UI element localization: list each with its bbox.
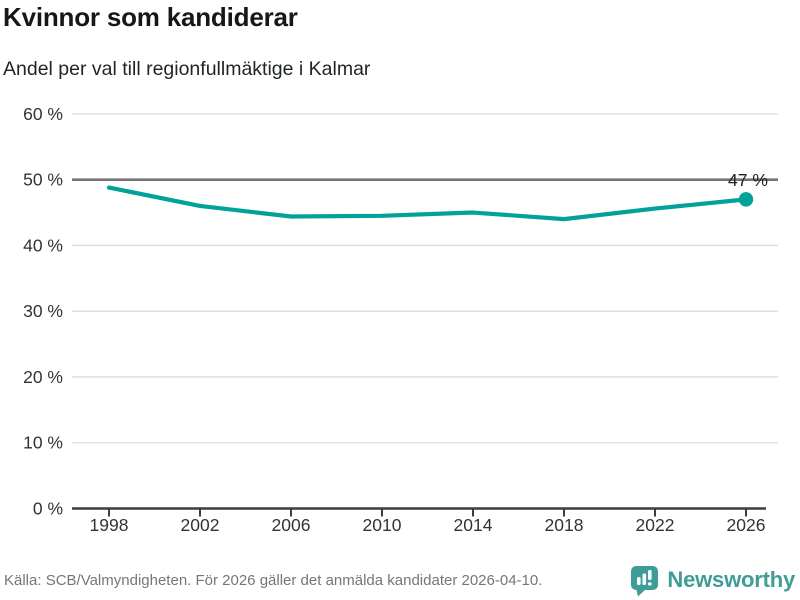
y-tick-label: 30 % bbox=[23, 301, 63, 321]
line-chart: 1998 2002 2006 2010 2014 2018 2022 2026 0 % 10 % 2… bbox=[23, 104, 778, 535]
y-tick-label: 20 % bbox=[23, 367, 63, 387]
y-tick-label: 50 % bbox=[23, 170, 63, 190]
newsworthy-logo-icon bbox=[631, 565, 659, 596]
footer: Källa: SCB/Valmyndigheten. För 2026 gäll… bbox=[0, 560, 800, 600]
x-tick-label: 2014 bbox=[454, 515, 493, 535]
x-tick-label: 2018 bbox=[545, 515, 584, 535]
x-tick-label: 2006 bbox=[272, 515, 311, 535]
x-tick-label: 1998 bbox=[90, 515, 129, 535]
chart-subtitle: Andel per val till regionfullmäktige i K… bbox=[3, 58, 371, 80]
y-tick-label: 10 % bbox=[23, 433, 63, 453]
data-line bbox=[106, 185, 749, 222]
chart-title: Kvinnor som kandiderar bbox=[3, 2, 298, 32]
x-tick-label: 2026 bbox=[727, 515, 766, 535]
y-tick-label: 0 % bbox=[33, 499, 63, 519]
x-tick-label: 2002 bbox=[181, 515, 220, 535]
brand-lockup: Newsworthy bbox=[629, 564, 795, 597]
x-tick-label: 2022 bbox=[636, 515, 675, 535]
y-tick-label: 60 % bbox=[23, 104, 63, 124]
end-value-label: 47 % bbox=[728, 170, 768, 190]
brand-name: Newsworthy bbox=[667, 567, 795, 592]
last-point-marker bbox=[738, 192, 754, 207]
x-tick-label: 2010 bbox=[363, 515, 402, 535]
y-tick-label: 40 % bbox=[23, 235, 63, 255]
source-note: Källa: SCB/Valmyndigheten. För 2026 gäll… bbox=[4, 571, 543, 589]
